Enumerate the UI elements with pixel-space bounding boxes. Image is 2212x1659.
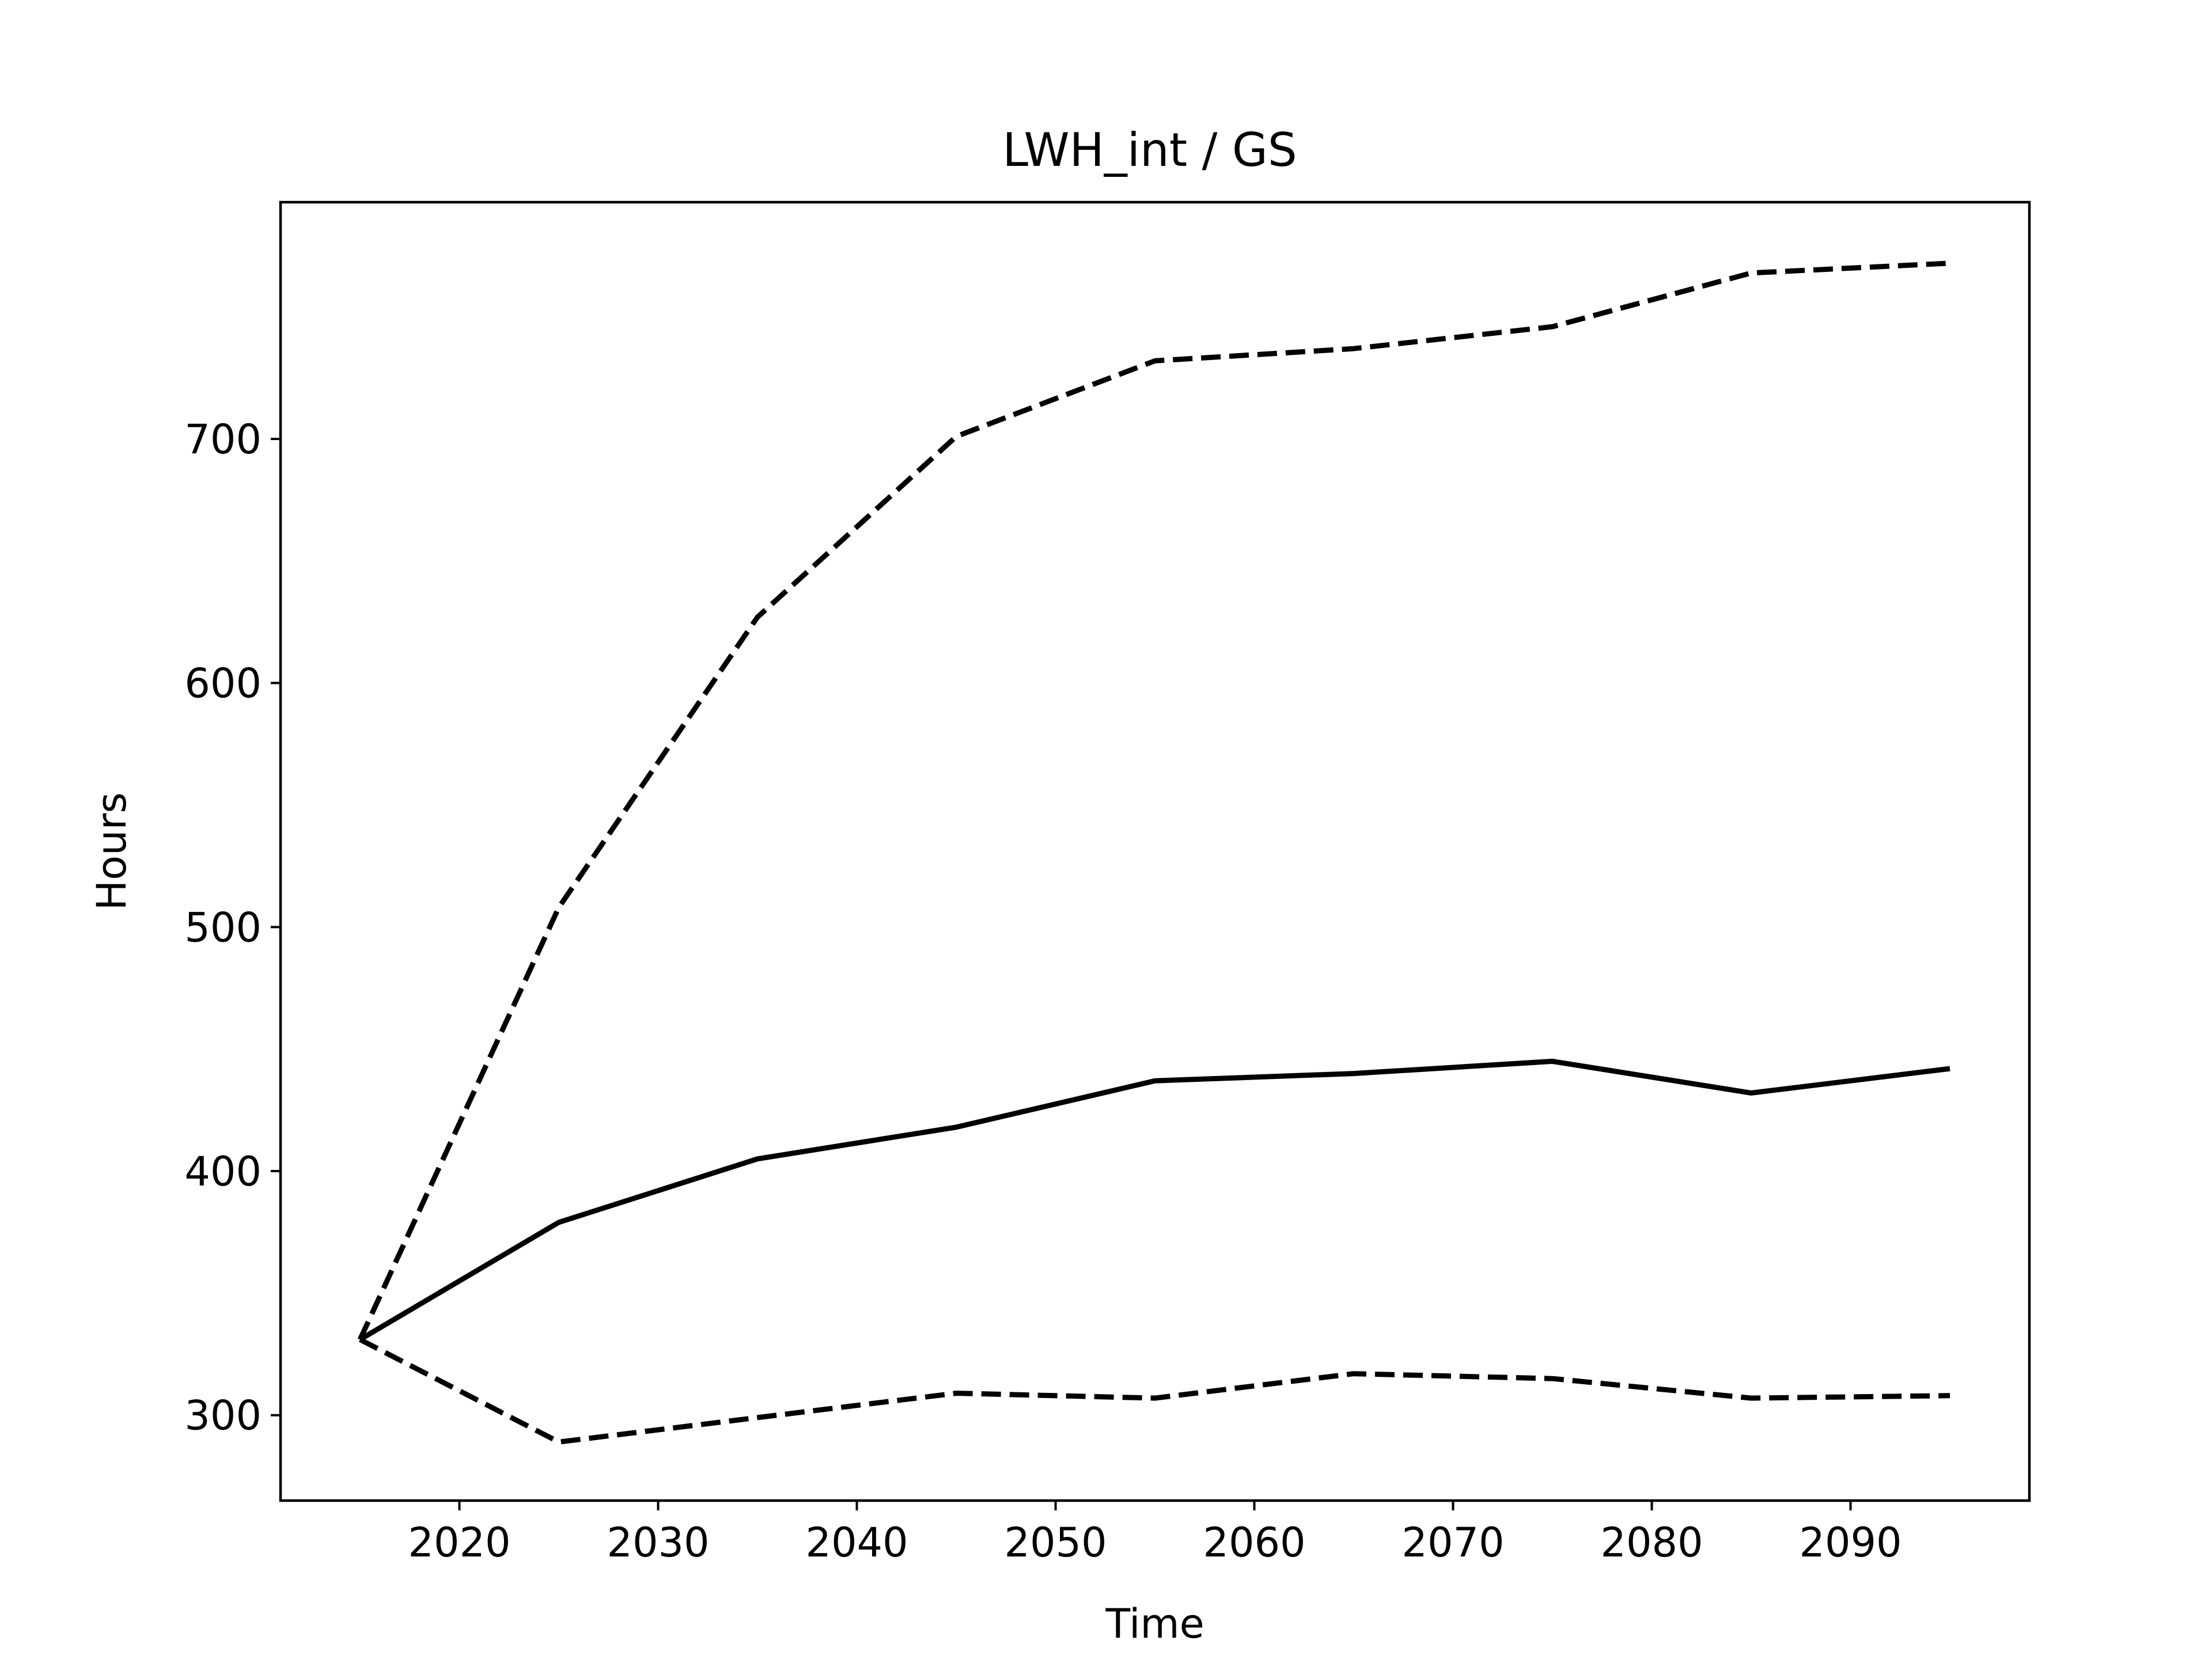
y-tick-label: 400: [184, 1148, 262, 1195]
plot-frame: [279, 200, 2031, 1502]
y-tick-label: 300: [184, 1392, 262, 1440]
x-tick-label: 2080: [1600, 1519, 1703, 1566]
series-line-1: [358, 1058, 1950, 1342]
x-tick-label: 2060: [1203, 1519, 1305, 1566]
y-axis: 300 400 500 600 700: [184, 416, 281, 1440]
x-tick-label: 2040: [805, 1519, 908, 1566]
x-tick-label: 2090: [1799, 1519, 1902, 1566]
x-tick-label: 2050: [1004, 1519, 1107, 1566]
y-tick-label: 500: [184, 904, 262, 951]
x-tick-label: 2030: [607, 1519, 709, 1566]
series-line-3: [358, 1337, 1950, 1445]
y-tick-label: 600: [184, 660, 262, 707]
series-layer: [357, 260, 1950, 1445]
x-tick-label: 2070: [1402, 1519, 1504, 1566]
y-tick-label: 700: [184, 416, 262, 463]
y-axis-label: Hours: [88, 792, 135, 910]
x-axis: 2020 2030 2040 2050 2060 2070 2080 2090: [408, 1501, 1902, 1566]
chart-title: LWH_int / GS: [1002, 123, 1297, 177]
series-line-2: [357, 260, 1950, 1341]
x-axis-label: Time: [1105, 1600, 1204, 1647]
x-tick-label: 2020: [408, 1519, 510, 1566]
